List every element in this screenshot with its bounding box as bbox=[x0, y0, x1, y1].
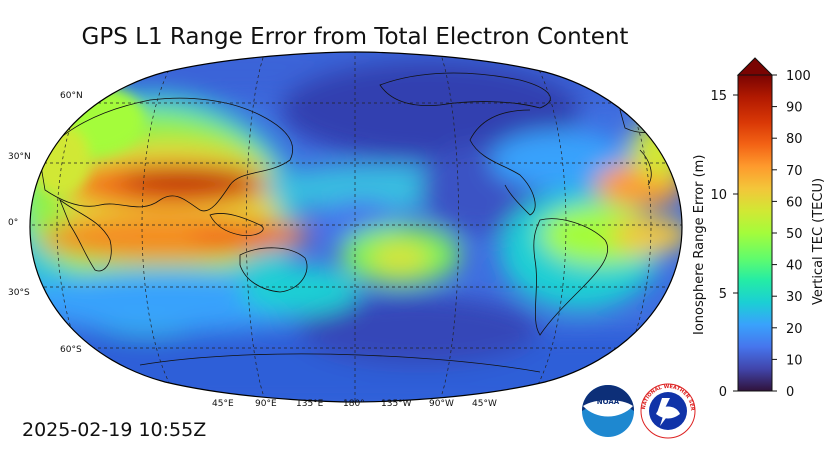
lon-label-90e: 90°E bbox=[255, 399, 277, 409]
lon-label-180: 180° bbox=[343, 399, 365, 409]
tec-tick-10: 10 bbox=[786, 353, 803, 368]
tec-field bbox=[30, 52, 682, 402]
colorbar-extend-arrow bbox=[736, 57, 774, 76]
range-error-axis-label: Ionosphere Range Error (m) bbox=[692, 155, 707, 335]
tec-tick-60: 60 bbox=[786, 195, 803, 210]
range-error-tick-10: 10 bbox=[710, 188, 727, 203]
tec-tick-100: 100 bbox=[786, 69, 811, 84]
tec-tick-80: 80 bbox=[786, 132, 803, 147]
tec-tick-0: 0 bbox=[786, 385, 794, 400]
graticule bbox=[30, 52, 682, 402]
timestamp: 2025-02-19 10:55Z bbox=[22, 419, 207, 441]
lat-label-30n: 30°N bbox=[8, 152, 31, 162]
range-error-tick-15: 15 bbox=[710, 89, 727, 104]
range-error-tick-5: 5 bbox=[719, 287, 727, 302]
tec-tick-70: 70 bbox=[786, 164, 803, 179]
noaa-logo: NOAA bbox=[582, 385, 634, 437]
lon-label-135w: 135°W bbox=[381, 399, 412, 409]
tec-tick-90: 90 bbox=[786, 101, 803, 116]
tec-axis-label: Vertical TEC (TECU) bbox=[811, 178, 826, 305]
tec-tick-30: 30 bbox=[786, 290, 803, 305]
lon-label-45e: 45°E bbox=[212, 399, 234, 409]
map-outline bbox=[29, 51, 683, 403]
map-title: GPS L1 Range Error from Total Electron C… bbox=[81, 24, 629, 50]
lat-label-0: 0° bbox=[8, 218, 18, 228]
tec-tick-20: 20 bbox=[786, 322, 803, 337]
lon-label-45w: 45°W bbox=[472, 399, 497, 409]
lon-label-135e: 135°E bbox=[296, 399, 324, 409]
lat-label-60n: 60°N bbox=[60, 91, 83, 101]
noaa-logo-text: NOAA bbox=[597, 398, 620, 406]
colorbar: 0 5 10 15 0 10 20 30 40 50 60 70 80 90 1… bbox=[692, 57, 826, 400]
tec-tick-40: 40 bbox=[786, 259, 803, 274]
range-error-tick-0: 0 bbox=[719, 385, 727, 400]
lat-label-60s: 60°S bbox=[60, 345, 82, 355]
lon-label-90w: 90°W bbox=[429, 399, 454, 409]
lat-label-30s: 30°S bbox=[8, 288, 30, 298]
colorbar-gradient bbox=[737, 74, 773, 392]
tec-tick-50: 50 bbox=[786, 227, 803, 242]
